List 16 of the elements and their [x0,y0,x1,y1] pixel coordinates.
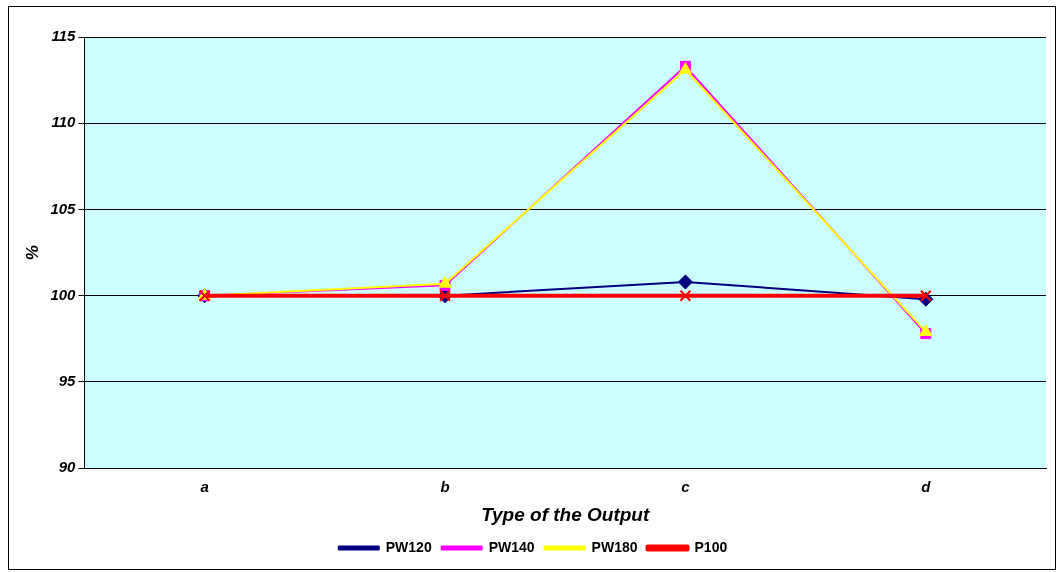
legend-label: P100 [694,538,728,555]
x-axis-title: Type of the Output [481,503,650,525]
y-tick-label: 95 [58,372,77,390]
legend-label: PW180 [591,538,638,555]
y-axis-title: % [22,245,42,261]
y-tick-label: 115 [51,27,77,45]
x-tick-label: a [200,478,209,496]
x-tick-label: c [681,478,691,496]
y-tick-label: 105 [50,199,77,217]
legend-label: PW140 [488,538,535,555]
x-tick-label: b [440,478,450,496]
y-tick-label: 90 [58,458,77,476]
legend-label: PW120 [385,538,432,555]
y-tick-label: 110 [51,113,77,131]
y-tick-label: 100 [50,285,77,303]
x-tick-label: d [921,478,932,496]
